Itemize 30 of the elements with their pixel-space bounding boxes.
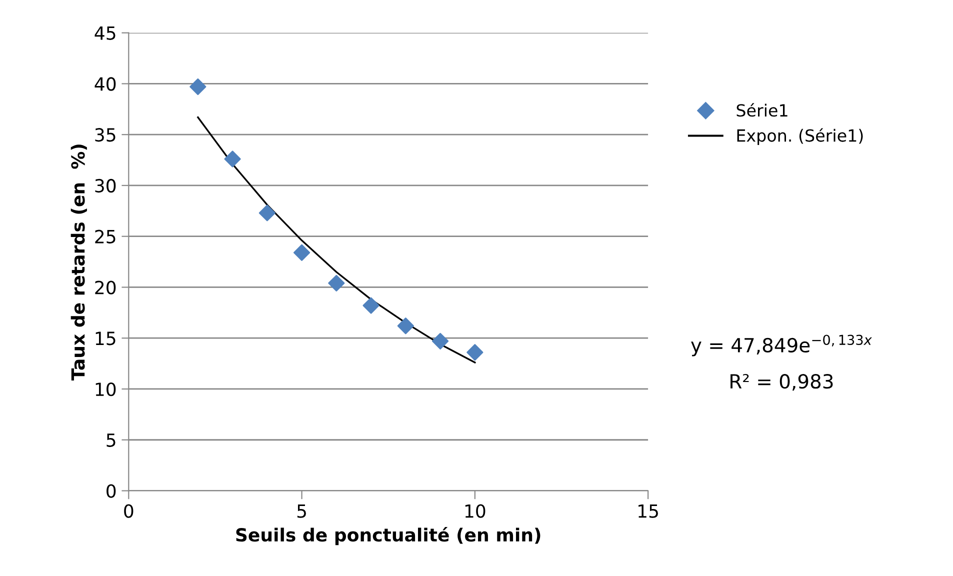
x-axis-title: Seuils de ponctualité (en min)	[236, 526, 540, 546]
legend-label: Expon. (Série1)	[737, 128, 863, 146]
y-tick-label: 40	[94, 77, 116, 91]
y-tick-label: 5	[106, 434, 116, 447]
point	[293, 244, 310, 261]
point	[432, 332, 449, 350]
y-axis-title: Taux de retards (en %)	[70, 144, 87, 380]
point	[397, 318, 414, 334]
point	[190, 78, 206, 96]
y-tick-label: 10	[96, 382, 116, 396]
y-tick-label: 0	[106, 484, 116, 498]
x-tick-label: 5	[297, 504, 306, 518]
point	[466, 344, 484, 361]
line-series	[197, 116, 476, 364]
point	[258, 204, 276, 222]
y-tick-label: 25	[95, 230, 116, 244]
text: y = 47,849e$^{−0,133x}$	[691, 334, 872, 356]
point	[362, 297, 380, 314]
legend-label: Série1	[736, 103, 788, 117]
text: R² = 0,983	[730, 374, 833, 391]
y-tick-label: 30	[95, 178, 116, 193]
x-tick-label: 10	[465, 504, 486, 518]
point	[224, 150, 241, 168]
y-tick-label: 45	[94, 26, 116, 40]
y-tick-label: 35	[95, 128, 116, 142]
y-tick-label: 15	[96, 332, 116, 346]
x-tick-label: 15	[638, 504, 658, 518]
point	[328, 274, 345, 292]
y-tick-label: 20	[95, 280, 116, 294]
x-tick-label: 0	[124, 504, 134, 518]
